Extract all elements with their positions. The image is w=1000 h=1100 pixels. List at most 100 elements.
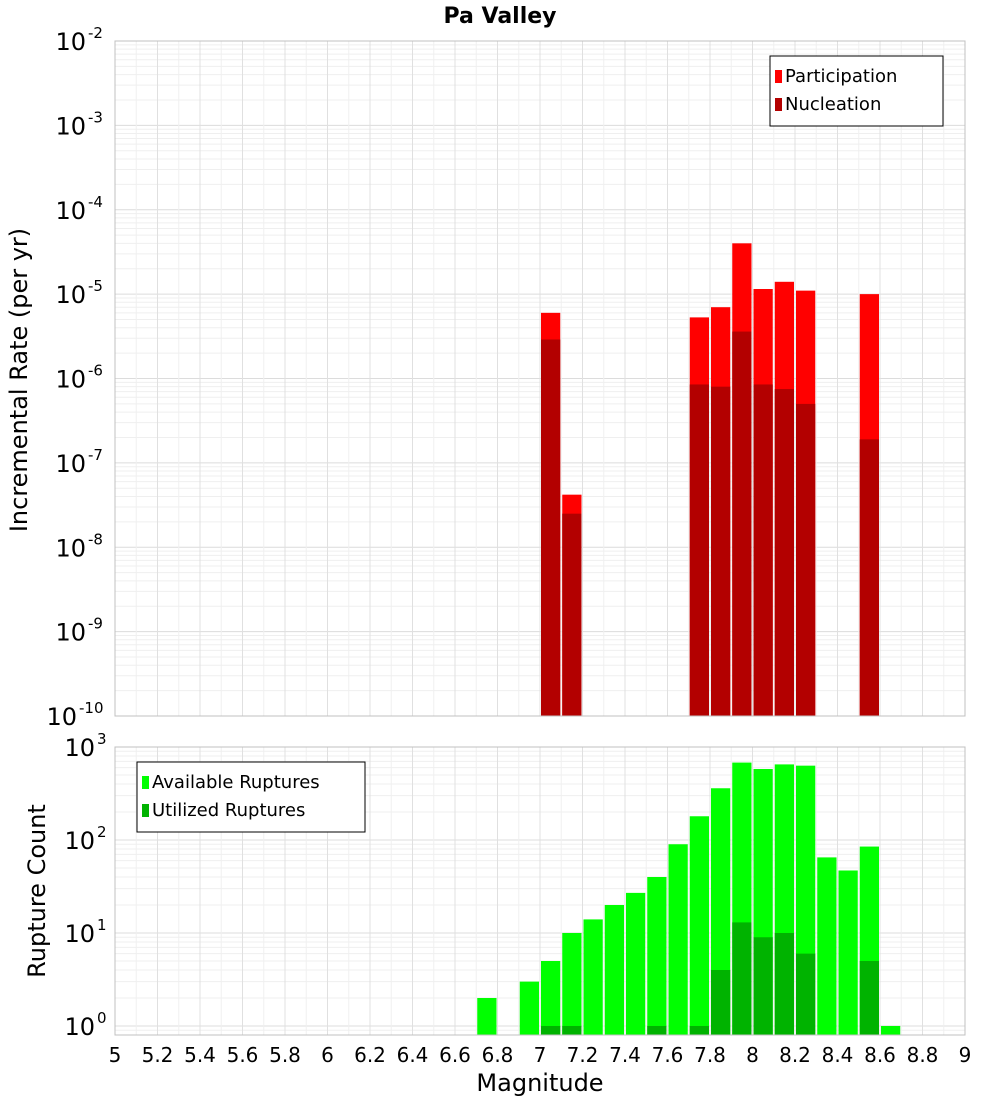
bar-1-1 <box>859 960 879 1035</box>
y-tick-label: 10 -2 <box>55 24 103 56</box>
y-tick-base: 10 <box>55 534 86 562</box>
y-tick-label: 10 -10 <box>46 699 103 731</box>
y-tick-label: 10 -9 <box>55 615 103 647</box>
x-tick-label: 6.6 <box>439 1043 471 1067</box>
bar-1-0 <box>562 932 582 1035</box>
x-tick-label: 5.6 <box>227 1043 259 1067</box>
y-tick-label: 10 -5 <box>55 277 103 309</box>
x-tick-label: 5.4 <box>184 1043 216 1067</box>
legend-swatch <box>775 98 782 111</box>
bar-1-0 <box>817 857 837 1035</box>
bar-1-1 <box>711 969 731 1035</box>
bar-1-0 <box>604 904 624 1035</box>
y-tick-label: 10 -7 <box>55 446 103 478</box>
bar-0-1 <box>774 389 794 716</box>
bar-0-1 <box>796 403 816 716</box>
x-tick-label: 6.8 <box>482 1043 514 1067</box>
legend: Participation Nucleation <box>769 55 944 127</box>
y-tick-base: 10 <box>55 197 86 225</box>
y-tick-base: 10 <box>55 366 86 394</box>
bar-1-0 <box>647 877 667 1035</box>
bar-1-0 <box>881 1025 901 1035</box>
bar-1-0 <box>541 960 561 1035</box>
y-tick-base: 10 <box>46 703 77 731</box>
bar-1-1 <box>732 922 752 1035</box>
y-tick-exponent: -7 <box>88 446 103 464</box>
bar-0-1 <box>689 384 709 716</box>
chart-title: Pa Valley <box>443 4 556 29</box>
x-tick-label: 8.4 <box>822 1043 854 1067</box>
y-tick-label: 10 -6 <box>55 362 103 394</box>
y-tick-exponent: -3 <box>88 108 103 126</box>
plot-border <box>114 40 966 717</box>
legend-swatch <box>775 70 782 83</box>
bar-0-1 <box>753 384 773 716</box>
y-tick-exponent: 3 <box>97 730 107 748</box>
y-tick-label: 10 3 <box>64 730 106 762</box>
legend-label: Nucleation <box>785 94 881 115</box>
x-axis: 5 5.2 5.4 5.6 5.8 6 6.2 6.4 6.6 6.8 7 7.2 7.4 7.6 7.8 8… <box>109 1043 972 1067</box>
bar-1-0 <box>689 816 709 1035</box>
x-tick-label: 5.8 <box>269 1043 301 1067</box>
legend-box <box>769 55 944 127</box>
x-tick-label: 8.8 <box>907 1043 939 1067</box>
legend: Available Ruptures Utilized Ruptures <box>136 761 366 833</box>
y-tick-label: 10 1 <box>64 916 106 948</box>
y-axis-title-count: Rupture Count <box>23 804 51 978</box>
y-tick-exponent: -6 <box>88 362 103 380</box>
x-tick-label: 8 <box>746 1043 759 1067</box>
x-tick-label: 6.2 <box>354 1043 386 1067</box>
y-tick-base: 10 <box>55 619 86 647</box>
legend-label: Participation <box>785 66 897 87</box>
bar-0-1 <box>541 339 561 716</box>
bar-1-0 <box>477 997 497 1035</box>
y-tick-base: 10 <box>55 28 86 56</box>
bar-1-1 <box>774 932 794 1035</box>
x-tick-label: 7.2 <box>567 1043 599 1067</box>
x-tick-label: 7.8 <box>694 1043 726 1067</box>
y-tick-base: 10 <box>64 827 95 855</box>
y-tick-exponent: -8 <box>88 530 103 548</box>
bar-1-0 <box>626 892 646 1035</box>
y-tick-base: 10 <box>55 112 86 140</box>
x-tick-label: 7 <box>534 1043 547 1067</box>
bar-0-1 <box>711 386 731 716</box>
y-tick-exponent: -5 <box>88 277 103 295</box>
y-tick-label: 10 -8 <box>55 530 103 562</box>
bar-1-0 <box>668 844 688 1035</box>
y-tick-base: 10 <box>64 1013 95 1041</box>
y-tick-exponent: -4 <box>88 193 103 211</box>
y-tick-label: 10 -4 <box>55 193 103 225</box>
y-tick-exponent: -2 <box>88 24 103 42</box>
y-tick-exponent: -10 <box>79 699 104 717</box>
x-tick-label: 8.6 <box>864 1043 896 1067</box>
bar-1-1 <box>562 1025 582 1035</box>
y-tick-label: 10 0 <box>64 1009 106 1041</box>
bar-0-1 <box>732 331 752 716</box>
x-tick-label: 6 <box>321 1043 334 1067</box>
y-tick-exponent: -9 <box>88 615 103 633</box>
x-tick-label: 5.2 <box>142 1043 174 1067</box>
bar-1-1 <box>647 1025 667 1035</box>
bar-1-1 <box>796 953 816 1035</box>
legend-swatch <box>142 776 149 789</box>
bar-1-1 <box>689 1025 709 1035</box>
legend-label: Available Ruptures <box>152 772 320 793</box>
legend-label: Utilized Ruptures <box>152 800 305 821</box>
y-tick-exponent: 0 <box>97 1009 107 1027</box>
bar-0-1 <box>562 513 582 716</box>
y-tick-base: 10 <box>55 281 86 309</box>
x-axis-title: Magnitude <box>476 1069 603 1097</box>
y-tick-exponent: 2 <box>97 823 107 841</box>
bar-1-0 <box>838 870 858 1035</box>
y-tick-base: 10 <box>55 450 86 478</box>
x-tick-label: 8.2 <box>779 1043 811 1067</box>
plot-border <box>114 746 966 1036</box>
y-tick-label: 10 -3 <box>55 108 103 140</box>
bar-0-1 <box>859 439 879 716</box>
bar-1-0 <box>583 919 603 1035</box>
y-tick-base: 10 <box>64 920 95 948</box>
legend-box <box>136 761 366 833</box>
